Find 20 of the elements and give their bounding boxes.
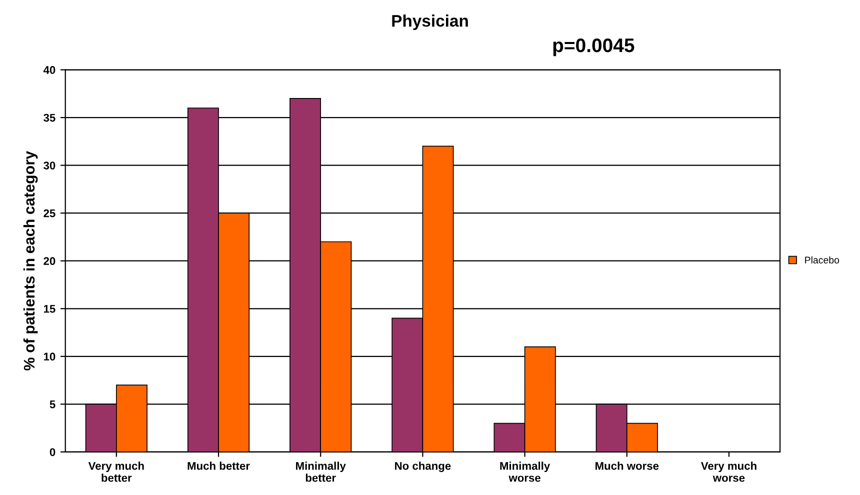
y-tick-label: 5 bbox=[50, 400, 56, 408]
y-tick-label: 25 bbox=[44, 209, 56, 218]
x-tick-label: Minimally worse bbox=[500, 462, 550, 482]
x-tick-label: Very much worse bbox=[700, 462, 756, 482]
x-tick-label: Much better bbox=[188, 462, 250, 470]
y-tick-label: 40 bbox=[43, 66, 56, 74]
y-tick-label: 10 bbox=[44, 352, 56, 361]
y-tick-label: 20 bbox=[44, 257, 56, 265]
y-tick-label: 0 bbox=[50, 448, 56, 456]
chart-title: Physician bbox=[392, 14, 468, 30]
text: p=0.0045 bbox=[553, 38, 634, 56]
legend-label: Placebo bbox=[805, 256, 840, 264]
x-tick-label: Very much better bbox=[88, 462, 144, 482]
y-tick-label: 30 bbox=[44, 162, 56, 170]
y-tick-label: 15 bbox=[44, 305, 56, 313]
x-tick-label: No change bbox=[395, 462, 451, 472]
y-tick-label: 35 bbox=[44, 114, 56, 122]
y-axis-title: % of patients in each category bbox=[23, 150, 38, 370]
x-tick-label: Minimally better bbox=[296, 462, 346, 482]
x-tick-label: Much worse bbox=[596, 462, 659, 470]
